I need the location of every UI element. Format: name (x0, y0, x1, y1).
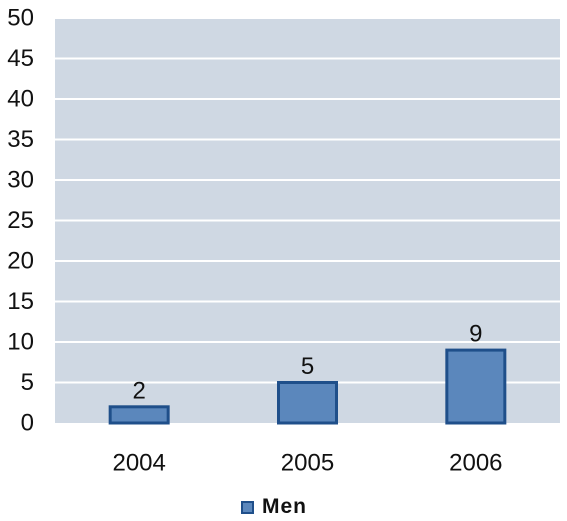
data-label-2005: 5 (301, 353, 314, 380)
x-tick-label-2004: 2004 (112, 450, 165, 477)
y-tick-label: 40 (7, 86, 34, 113)
x-tick-label-2006: 2006 (449, 450, 502, 477)
legend: Men (241, 495, 307, 519)
bar-2004 (108, 405, 170, 425)
legend-swatch-men (241, 500, 254, 514)
bar-2006 (445, 348, 507, 425)
y-tick-label: 0 (21, 410, 34, 437)
y-tick-label: 50 (7, 5, 34, 32)
y-axis-tick-labels: 0 5 10 15 20 25 30 35 40 45 50 (7, 5, 34, 437)
y-tick-label: 20 (7, 248, 34, 275)
y-tick-label: 30 (7, 167, 34, 194)
data-label-2006: 9 (469, 321, 482, 348)
y-tick-label: 25 (7, 207, 34, 234)
x-tick-label-2005: 2005 (281, 450, 334, 477)
y-tick-label: 15 (7, 288, 34, 315)
y-tick-label: 35 (7, 126, 34, 153)
bar-2005 (277, 381, 338, 425)
y-tick-label: 45 (7, 45, 34, 72)
y-tick-label: 5 (21, 369, 34, 396)
data-label-2004: 2 (132, 377, 145, 404)
gridlines (55, 17, 560, 384)
legend-label-men: Men (262, 495, 307, 518)
x-axis-tick-labels: 2004 2005 2006 (112, 450, 502, 477)
bar-series: 2 5 9 (108, 321, 507, 425)
y-tick-label: 10 (7, 329, 34, 356)
